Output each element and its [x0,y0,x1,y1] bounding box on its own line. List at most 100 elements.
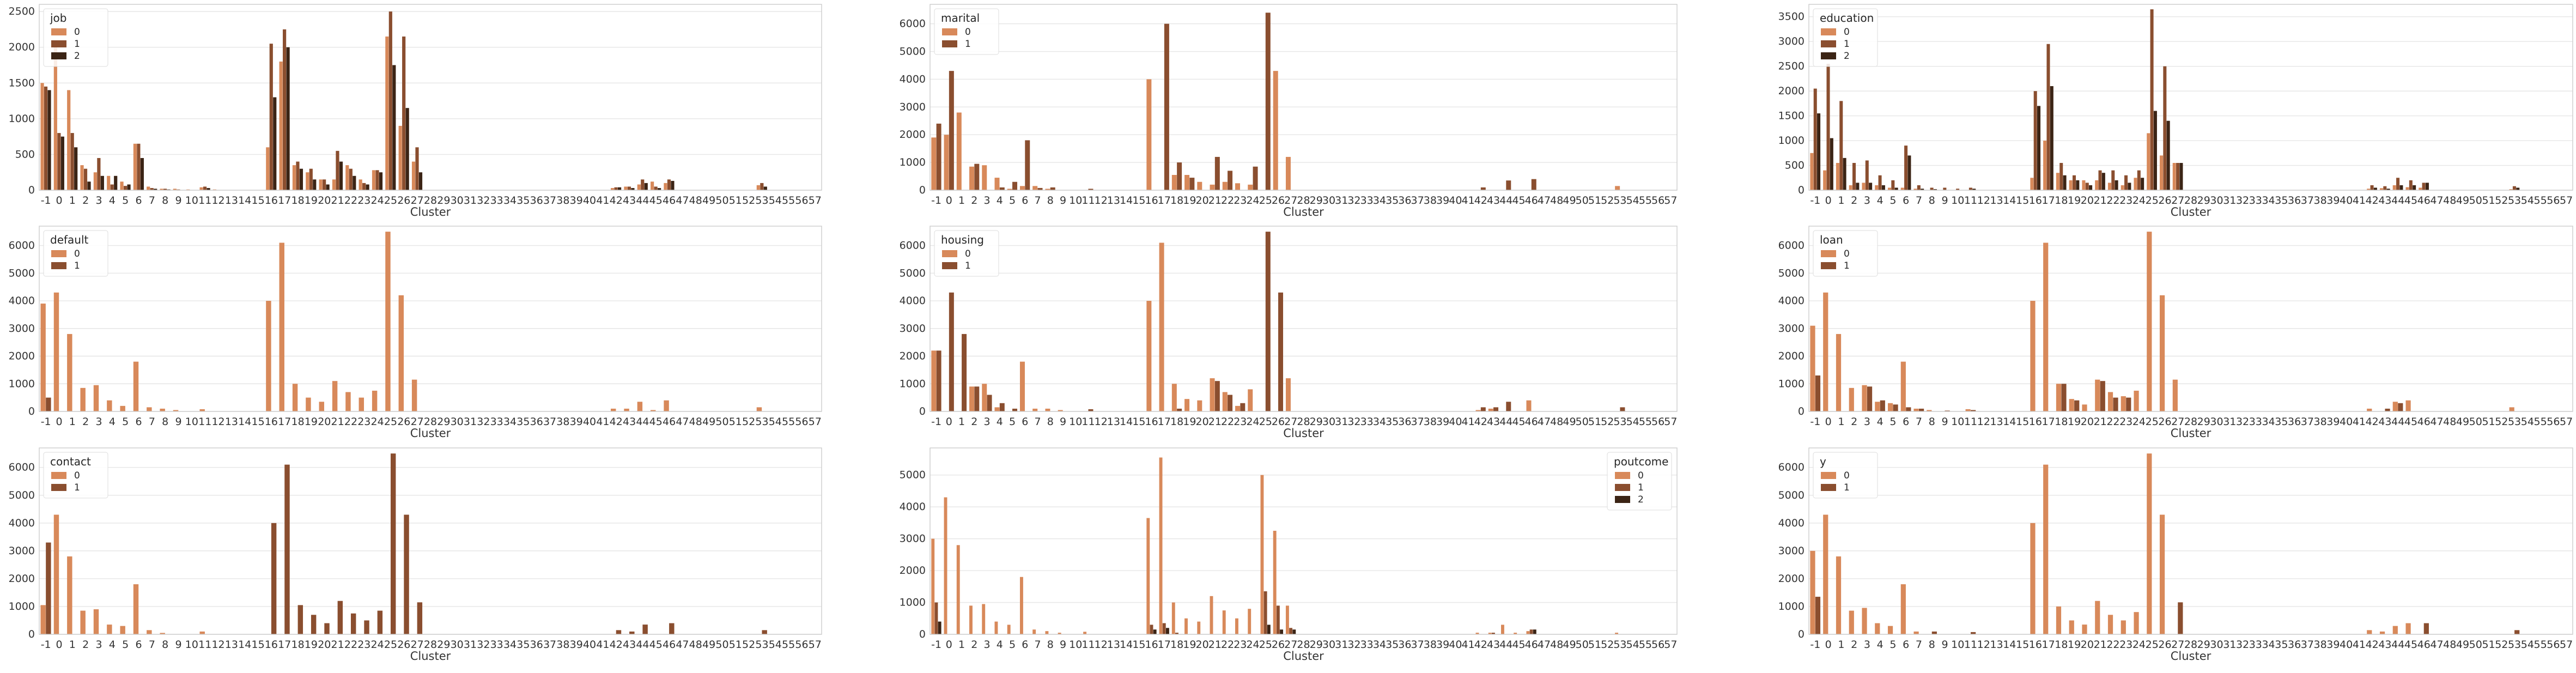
x-tick-label: 40 [583,416,596,428]
bar-job-0-cluster-53 [756,185,760,190]
bar-poutcome-0-cluster-45 [1514,633,1517,634]
bar-poutcome-0-cluster-0 [944,497,947,634]
x-tick-label: 26 [2158,195,2171,207]
x-tick-label: 18 [2055,416,2068,428]
x-tick-label: 28 [424,639,437,651]
axes-frame [929,447,1678,635]
bar-loan-1-cluster-22 [2113,397,2118,411]
x-tick-label: 26 [1272,416,1285,428]
bar-loan-1-cluster-11 [1971,410,1976,411]
bar-loan-0-cluster--1 [1810,325,1815,411]
x-tick-label: 40 [1449,416,1462,428]
bar-housing-1-cluster-4 [999,403,1005,411]
y-tick-label: 3000 [9,545,35,557]
legend-entry: 0 [1844,27,1850,38]
y-tick-label: 0 [1798,405,1805,417]
x-tick-label: 0 [946,195,952,207]
bar-job-0-cluster-9 [173,189,177,190]
x-tick-label: 46 [1525,416,1538,428]
bar-y-0-cluster-16 [2030,523,2036,634]
x-tick-label: 29 [1310,416,1323,428]
bar-marital-1-cluster-2 [974,163,980,190]
x-tick-label: 21 [2094,639,2107,651]
y-tick-label: 0 [1798,628,1805,640]
x-tick-label: 36 [530,416,543,428]
x-tick-label: 25 [384,639,397,651]
bar-education-0-cluster-21 [2095,180,2099,190]
y-tick-label: 3500 [1778,11,1805,23]
bar-loan-0-cluster-3 [1862,385,1867,411]
bar-housing-0-cluster-19 [1184,399,1190,411]
bar-poutcome-0-cluster-23 [1235,618,1238,634]
bar-poutcome-0-cluster-27 [1285,605,1289,634]
x-tick-label: 43 [623,639,636,651]
x-tick-label: 21 [1208,195,1222,207]
bar-education-0-cluster-23 [2121,185,2124,190]
x-tick-label: 20 [2081,639,2094,651]
x-tick-label: 43 [623,416,636,428]
legend-title: education [1820,11,1874,25]
bar-marital-1-cluster-5 [1012,181,1018,190]
x-tick-label: 1 [69,195,76,207]
bar-default-0-cluster-1 [67,334,72,411]
bar-y-0-cluster-6 [1900,584,1906,634]
x-tick-label: 50 [1576,195,1589,207]
x-tick-label: 27 [1284,639,1297,651]
bar-housing-1-cluster-22 [1228,395,1233,411]
bar-job-0-cluster-22 [345,165,349,190]
x-tick-label: 2 [82,639,89,651]
y-tick-label: 6000 [900,18,926,30]
bar-housing-1-cluster-21 [1214,381,1220,411]
bar-y-0-cluster-18 [2056,606,2062,634]
bar-y-0-cluster-3 [1862,608,1867,634]
x-tick-label: 12 [1977,416,1990,428]
x-tick-label: 27 [1284,195,1297,207]
legend-title: poutcome [1614,455,1668,468]
x-tick-label: 47 [2430,195,2443,207]
x-tick-label: 37 [2301,195,2314,207]
x-tick-label: 25 [384,195,397,207]
x-tick-label: 0 [56,416,62,428]
y-tick-label: 0 [28,628,35,640]
x-tick-label: 57 [2560,416,2573,428]
bar-education-1-cluster-8 [1930,187,1934,190]
x-tick-label: 29 [2197,195,2210,207]
bar-housing-0-cluster-17 [1159,242,1164,411]
bar-job-2-cluster-24 [379,172,383,190]
bar-education-2-cluster--1 [1817,113,1821,190]
bar-housing-0-cluster-20 [1197,400,1202,411]
bar-housing-0-cluster-8 [1045,408,1050,411]
bar-job-0-cluster-45 [651,181,654,190]
x-tick-label: 37 [543,639,556,651]
x-tick-label: 52 [1601,639,1614,651]
legend: housing 01 [934,230,999,277]
x-tick-label: 16 [1145,639,1158,651]
y-tick-label: 5000 [900,267,926,279]
bar-poutcome-1-cluster-26 [1276,605,1280,634]
x-tick-label: 18 [291,639,305,651]
x-tick-label: -1 [41,195,51,207]
bar-y-0-cluster-2 [1849,610,1854,634]
bar-education-1-cluster-0 [1826,64,1830,191]
x-tick-label: 12 [1095,195,1108,207]
bar-housing-1-cluster-5 [1012,408,1018,411]
x-tick-label: 41 [2353,639,2366,651]
x-tick-label: 43 [1487,639,1500,651]
x-tick-label: 12 [1977,195,1990,207]
x-tick-label: 37 [1411,639,1424,651]
y-tick-label: 4000 [1778,295,1805,307]
bar-poutcome-2-cluster-46 [1533,629,1536,634]
bar-poutcome-2-cluster-16 [1153,629,1157,634]
y-tick-label: 500 [15,148,35,160]
x-tick-label: 28 [2184,639,2197,651]
bar-poutcome-0-cluster-6 [1019,577,1023,634]
bar-loan-1-cluster-5 [1893,404,1898,411]
bar-poutcome-1-cluster-17 [1162,623,1166,634]
x-tick-label: 35 [2275,639,2288,651]
y-tick-label: 1000 [900,156,926,168]
x-tick-label: 14 [2003,416,2016,428]
bar-education-0-cluster-25 [2147,133,2150,190]
bar-job-2-cluster-46 [671,180,675,190]
bar-default-0-cluster-22 [345,392,351,411]
x-tick-label: 21 [2094,416,2107,428]
